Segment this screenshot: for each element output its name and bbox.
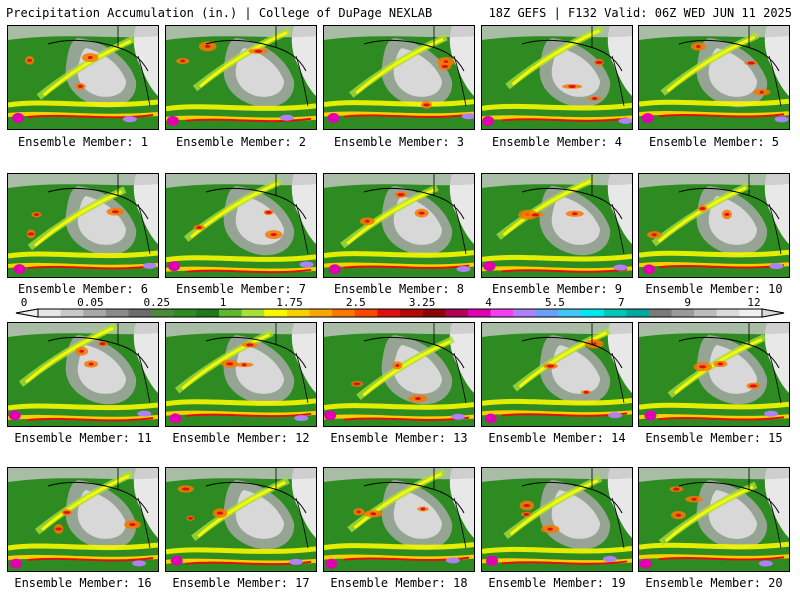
ensemble-member-label: Ensemble Member: 5 [648, 135, 780, 149]
ensemble-member-map [481, 173, 633, 278]
colorbar-swatch [626, 309, 650, 317]
colorbar-swatch [490, 309, 514, 317]
colorbar-swatch [354, 309, 378, 317]
ensemble-member-map [323, 173, 475, 278]
ensemble-member-label: Ensemble Member: 11 [14, 431, 152, 445]
ensemble-member-map [165, 467, 317, 572]
colorbar-swatch [648, 309, 672, 317]
colorbar-swatch [151, 309, 175, 317]
colorbar-swatch [105, 309, 129, 317]
colorbar-tick-label: 2.5 [345, 296, 366, 309]
ensemble-member-label: Ensemble Member: 13 [330, 431, 468, 445]
colorbar-swatch [219, 309, 242, 317]
ensemble-member-map [7, 25, 159, 130]
colorbar-swatch [694, 309, 718, 317]
colorbar-swatch [309, 309, 333, 317]
ensemble-member-label: Ensemble Member: 14 [488, 431, 626, 445]
colorbar-swatch [173, 309, 197, 317]
ensemble-member-map [638, 173, 790, 278]
colorbar-tick-label: 4 [485, 296, 492, 309]
colorbar-tick-label: 7 [617, 296, 625, 309]
colorbar-tick-label: 1 [219, 296, 227, 309]
ensemble-member-map [165, 173, 317, 278]
ensemble-member-label: Ensemble Member: 10 [645, 282, 783, 296]
colorbar-swatch [467, 309, 491, 317]
ensemble-member-map [323, 322, 475, 427]
ensemble-member-map [7, 173, 159, 278]
ensemble-member-label: Ensemble Member: 7 [175, 282, 307, 296]
colorbar-swatch [558, 309, 582, 317]
ensemble-member-map [638, 25, 790, 130]
ensemble-member-map [165, 25, 317, 130]
colorbar-swatch [60, 309, 84, 317]
ensemble-member-map [165, 322, 317, 427]
ensemble-member-label: Ensemble Member: 6 [17, 282, 149, 296]
ensemble-member-label: Ensemble Member: 2 [175, 135, 307, 149]
run-valid-time: 18Z GEFS | F132 Valid: 06Z WED JUN 11 20… [488, 6, 792, 20]
colorbar-swatch [671, 309, 695, 317]
precipitation-colorbar [15, 308, 785, 318]
ensemble-member-map [7, 322, 159, 427]
colorbar-tick-label: 12 [747, 296, 761, 309]
ensemble-member-map [638, 467, 790, 572]
ensemble-member-label: Ensemble Member: 3 [333, 135, 465, 149]
ensemble-member-label: Ensemble Member: 12 [172, 431, 310, 445]
colorbar-swatch [739, 309, 763, 317]
ensemble-member-label: Ensemble Member: 18 [330, 576, 468, 590]
colorbar-swatch [400, 309, 423, 317]
ensemble-member-map [481, 467, 633, 572]
colorbar-swatch [716, 309, 740, 317]
ensemble-member-label: Ensemble Member: 19 [488, 576, 626, 590]
ensemble-member-map [323, 467, 475, 572]
colorbar-tick-label: 3.25 [408, 296, 436, 309]
ensemble-member-map [323, 25, 475, 130]
ensemble-member-map [638, 322, 790, 427]
ensemble-member-map [7, 467, 159, 572]
colorbar-swatch [83, 309, 107, 317]
colorbar-swatch [128, 309, 152, 317]
colorbar-tick-label: 1.75 [276, 296, 303, 309]
ensemble-member-label: Ensemble Member: 15 [645, 431, 783, 445]
ensemble-member-label: Ensemble Member: 9 [491, 282, 623, 296]
colorbar-tick-label: 9 [684, 296, 691, 309]
ensemble-member-label: Ensemble Member: 4 [491, 135, 623, 149]
ensemble-member-label: Ensemble Member: 16 [14, 576, 152, 590]
colorbar-swatch [377, 309, 401, 317]
colorbar-swatch [535, 309, 559, 317]
ensemble-member-label: Ensemble Member: 17 [172, 576, 310, 590]
colorbar-swatch [513, 309, 537, 317]
ensemble-member-map [481, 25, 633, 130]
ensemble-member-label: Ensemble Member: 1 [17, 135, 149, 149]
colorbar-tick-label: 0.25 [143, 296, 170, 309]
colorbar-swatch [603, 309, 627, 317]
colorbar-swatch [422, 309, 446, 317]
colorbar-swatch [332, 309, 356, 317]
map-title: Precipitation Accumulation (in.) | Colle… [6, 6, 433, 20]
colorbar-swatch [38, 309, 61, 317]
colorbar-swatch [264, 309, 288, 317]
ensemble-member-label: Ensemble Member: 20 [645, 576, 783, 590]
colorbar-swatch [241, 309, 265, 317]
colorbar-swatch [286, 309, 310, 317]
ensemble-member-map [481, 322, 633, 427]
colorbar-swatch [581, 309, 604, 317]
ensemble-member-label: Ensemble Member: 8 [333, 282, 465, 296]
colorbar-tick-label: 0.05 [77, 296, 104, 309]
colorbar-swatch [196, 309, 220, 317]
colorbar-tick-label: 0 [20, 296, 28, 309]
colorbar-tick-label: 5.5 [544, 296, 565, 309]
colorbar-swatch [445, 309, 469, 317]
